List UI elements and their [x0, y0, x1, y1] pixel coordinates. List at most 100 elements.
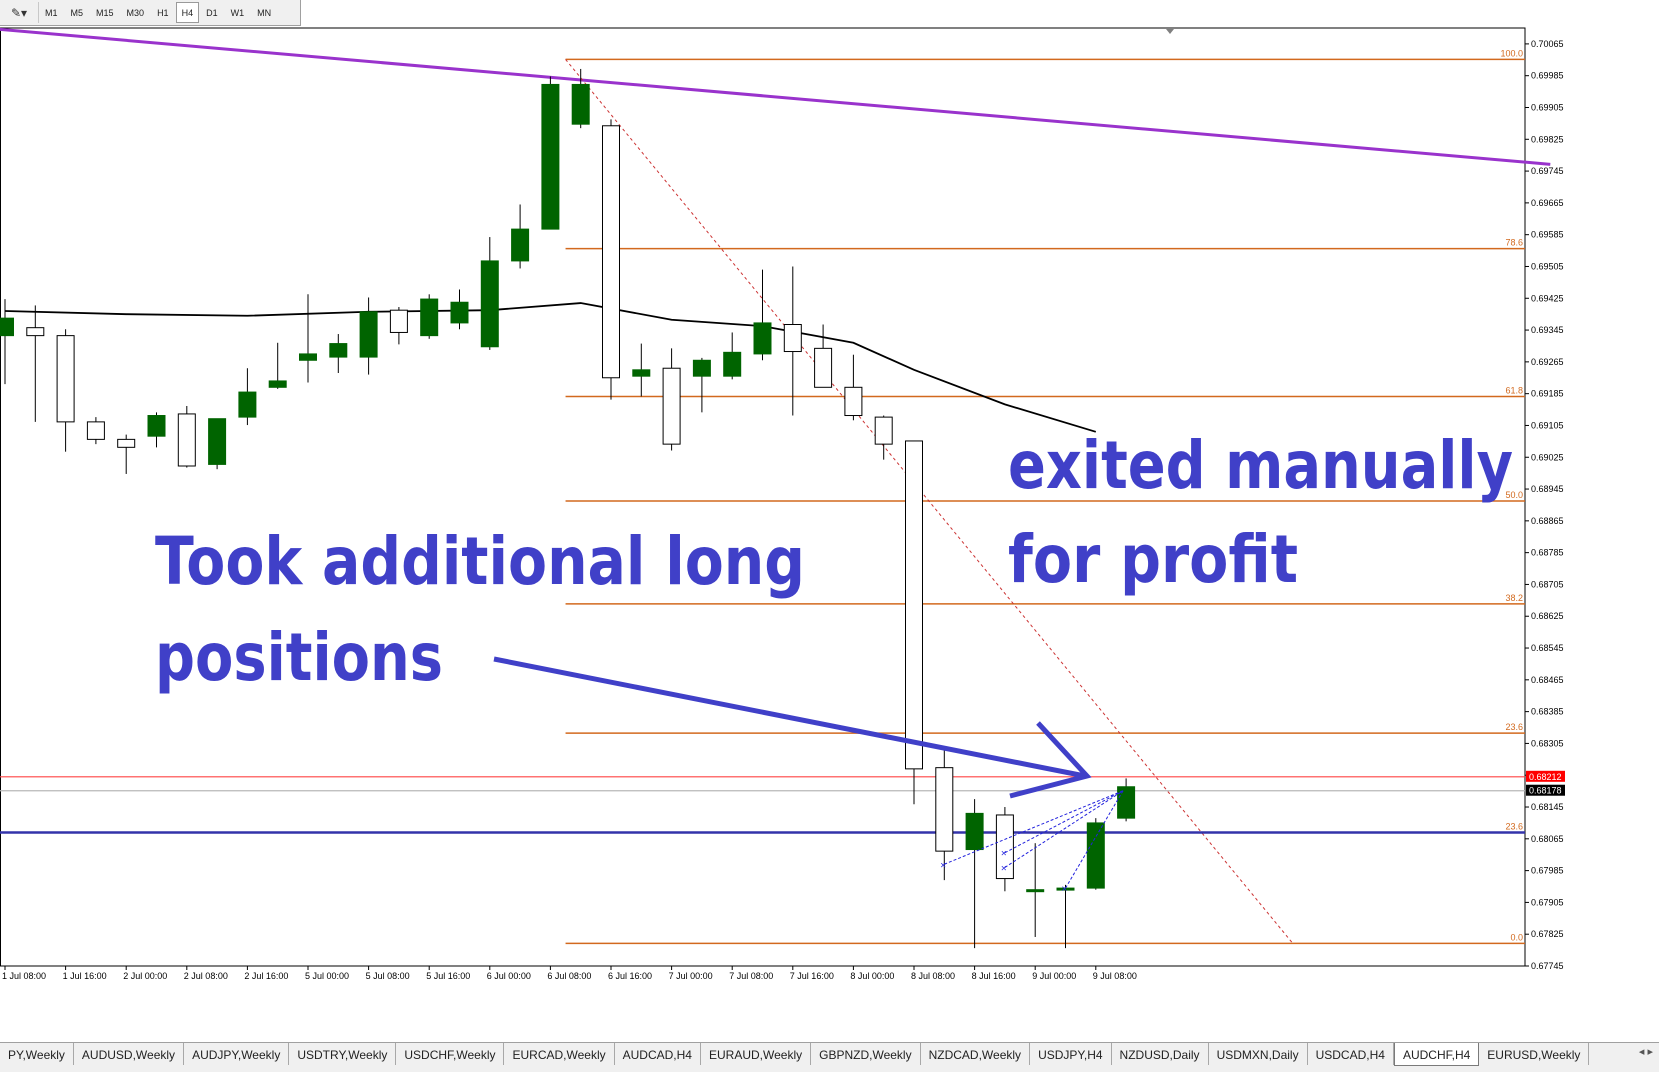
candle: [995, 807, 1014, 892]
x-tick-label: 9 Jul 08:00: [1093, 971, 1137, 981]
x-tick-label: 2 Jul 00:00: [123, 971, 167, 981]
candle-body: [753, 322, 772, 355]
candle-body: [844, 386, 863, 417]
symbol-tab[interactable]: GBPNZD,Weekly: [811, 1043, 921, 1065]
line-tool-icon[interactable]: ✎▾: [0, 2, 39, 23]
timeframe-mn[interactable]: MN: [257, 7, 272, 18]
candle: [56, 329, 75, 452]
candle: [208, 418, 227, 470]
candle: [723, 332, 742, 380]
trade-connector-line: [1065, 790, 1124, 889]
symbol-tab[interactable]: NZDCAD,Weekly: [921, 1043, 1031, 1065]
price-badge-label: 0.68212: [1529, 772, 1562, 782]
x-tick-label: 1 Jul 08:00: [2, 971, 46, 981]
candle: [238, 368, 257, 426]
candle: [814, 324, 833, 388]
candle-body: [965, 812, 984, 851]
candle: [844, 354, 863, 421]
candle-body: [814, 347, 833, 388]
candle: [783, 266, 802, 416]
symbol-tab[interactable]: AUDJPY,Weekly: [184, 1043, 290, 1065]
symbol-tab[interactable]: EURAUD,Weekly: [701, 1043, 812, 1065]
candle-body: [299, 353, 317, 361]
price-chart[interactable]: 100.0 78.6 61.8 50.0 38.2 23.6 0.0 × × × × 0.70065 0…: [0, 27, 1659, 1041]
timeframe-toolbar: ✎▾ M1 M5 M15 M30 H1 H4 D1 W1 MN: [0, 0, 301, 26]
candle: [571, 68, 590, 129]
symbol-tab[interactable]: USDCAD,H4: [1308, 1043, 1394, 1065]
symbol-tab[interactable]: PY,Weekly: [0, 1043, 74, 1065]
y-tick-label: 0.69665: [1531, 198, 1564, 208]
symbol-tab[interactable]: USDTRY,Weekly: [289, 1043, 397, 1065]
symbol-tab[interactable]: AUDUSD,Weekly: [74, 1043, 185, 1065]
timeframe-m15[interactable]: M15: [96, 7, 114, 18]
timeframe-h1[interactable]: H1: [157, 7, 169, 18]
candle: [662, 348, 681, 451]
timeframe-w1[interactable]: W1: [230, 7, 245, 18]
x-tick-label: 7 Jul 16:00: [790, 971, 834, 981]
moving-average-line: [4, 302, 1097, 433]
fib-level-label: 50.0: [1505, 490, 1523, 500]
trade-entry-marker-icon: ×: [940, 860, 946, 871]
x-tick-label: 8 Jul 16:00: [972, 971, 1016, 981]
candle-body: [389, 309, 408, 333]
horizontal-line-label: 23.6: [1505, 821, 1523, 831]
timeframe-d1[interactable]: D1: [206, 7, 218, 18]
trade-entry-marker-icon: ×: [1001, 849, 1007, 860]
y-tick-label: 0.69345: [1531, 325, 1564, 335]
symbol-tab[interactable]: AUDCAD,H4: [615, 1043, 701, 1065]
x-tick-label: 5 Jul 16:00: [426, 971, 470, 981]
fib-level-label: 38.2: [1505, 593, 1523, 603]
symbol-tab[interactable]: EURCAD,Weekly: [504, 1043, 615, 1065]
x-tick-label: 7 Jul 08:00: [729, 971, 773, 981]
symbol-tab[interactable]: USDJPY,H4: [1030, 1043, 1112, 1065]
candle: [86, 417, 105, 445]
y-tick-label: 0.67985: [1531, 866, 1564, 876]
candle-body: [117, 438, 136, 448]
x-tick-label: 5 Jul 00:00: [305, 971, 349, 981]
x-tick-label: 5 Jul 08:00: [366, 971, 410, 981]
candle-body: [1117, 786, 1136, 819]
candle: [0, 299, 14, 385]
y-tick-label: 0.69105: [1531, 420, 1564, 430]
price-badge-label: 0.68178: [1529, 786, 1562, 796]
candle-body: [1026, 889, 1045, 893]
candle-body: [359, 311, 378, 358]
y-tick-label: 0.68705: [1531, 579, 1564, 589]
y-tick-label: 0.69425: [1531, 293, 1564, 303]
purple-trendline: [0, 27, 1551, 166]
symbol-tab[interactable]: USDMXN,Daily: [1209, 1043, 1308, 1065]
symbol-tab[interactable]: EURUSD,Weekly: [1479, 1043, 1590, 1065]
fib-level-label: 100.0: [1500, 48, 1523, 58]
y-tick-label: 0.68305: [1531, 738, 1564, 748]
tab-scroll-arrows-icon[interactable]: ◂ ▸: [1638, 1046, 1653, 1058]
candle-body: [238, 391, 257, 418]
symbol-tab[interactable]: NZDUSD,Daily: [1112, 1043, 1209, 1065]
trade-connector-line: [1004, 790, 1124, 868]
candle-body: [420, 298, 439, 337]
candle-body: [995, 814, 1014, 880]
symbol-tab[interactable]: AUDCHF,H4: [1393, 1043, 1480, 1066]
fib-diagonal-line: [565, 59, 1294, 944]
timeframe-h4[interactable]: H4: [175, 2, 200, 23]
x-tick-label: 6 Jul 00:00: [487, 971, 531, 981]
candle: [874, 415, 893, 460]
y-tick-label: 0.69745: [1531, 166, 1564, 176]
annotation-text: positions: [155, 619, 443, 696]
y-tick-label: 0.68065: [1531, 834, 1564, 844]
symbol-tab[interactable]: USDCHF,Weekly: [396, 1043, 505, 1065]
candle-body: [783, 324, 802, 353]
y-tick-label: 0.69825: [1531, 134, 1564, 144]
shift-marker-icon: [1166, 29, 1174, 34]
annotation-text: exited manually: [1008, 427, 1513, 504]
x-tick-label: 1 Jul 16:00: [63, 971, 107, 981]
trade-entry-marker-icon: ×: [1001, 863, 1007, 874]
timeframe-m30[interactable]: M30: [126, 7, 145, 18]
candle-body: [541, 83, 560, 230]
candle-body: [632, 369, 651, 377]
timeframe-m5[interactable]: M5: [70, 7, 84, 18]
candle: [1026, 843, 1045, 937]
candle-body: [56, 335, 75, 423]
y-tick-label: 0.68385: [1531, 707, 1564, 717]
timeframe-m1[interactable]: M1: [45, 7, 58, 18]
x-tick-label: 6 Jul 08:00: [547, 971, 591, 981]
